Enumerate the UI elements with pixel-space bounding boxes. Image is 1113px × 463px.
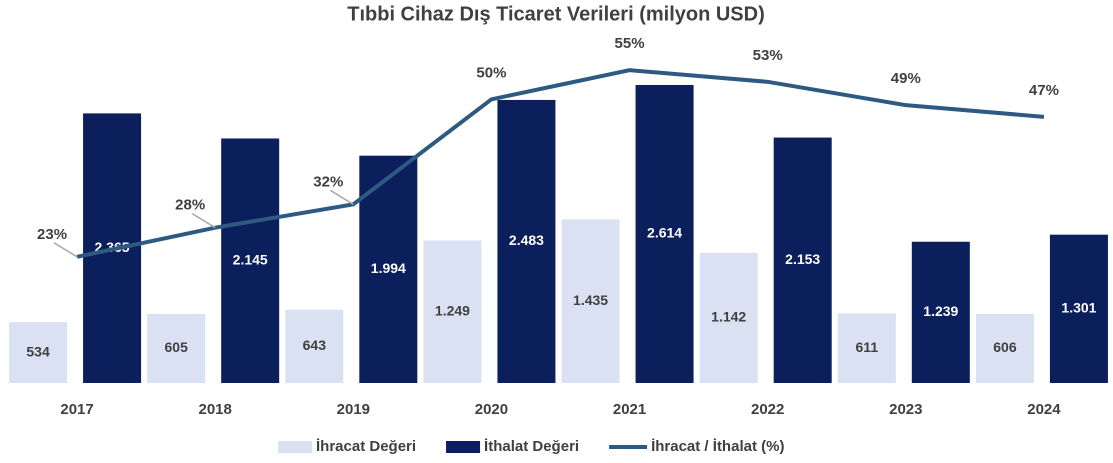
data-label: 49% <box>891 70 921 87</box>
bar <box>561 219 620 383</box>
x-tick-label: 2017 <box>60 401 93 418</box>
x-tick-label: 2022 <box>751 401 784 418</box>
legend-swatch <box>446 441 481 453</box>
data-label: 1.249 <box>435 303 470 319</box>
data-label: 23% <box>37 226 67 243</box>
data-label: 53% <box>753 47 783 64</box>
legend-label: İthalat Değeri <box>484 438 579 455</box>
bar <box>9 322 68 383</box>
x-tick-label: 2024 <box>1027 401 1061 418</box>
leader-line <box>191 213 216 229</box>
bar <box>837 313 896 383</box>
data-label: 534 <box>26 343 50 359</box>
x-tick-label: 2019 <box>337 401 370 418</box>
bar <box>423 240 482 383</box>
data-label: 606 <box>993 339 1017 355</box>
data-label: 50% <box>476 64 506 81</box>
data-label: 2.483 <box>509 232 544 248</box>
data-label: 1.994 <box>371 260 406 276</box>
data-label: 47% <box>1029 82 1059 99</box>
data-label: 2.614 <box>647 225 682 241</box>
leader-line <box>53 242 78 258</box>
bar <box>773 137 832 383</box>
bar <box>635 85 694 383</box>
data-label: 1.435 <box>573 292 608 308</box>
bar <box>975 313 1034 383</box>
data-label: 2.145 <box>233 251 268 267</box>
data-label: 32% <box>313 173 343 190</box>
legend-swatch <box>278 441 312 453</box>
line <box>76 68 1045 259</box>
x-tick-label: 2018 <box>199 401 232 418</box>
data-label: 605 <box>165 339 189 355</box>
legend-label: İhracat Değeri <box>316 438 416 455</box>
bar <box>699 252 758 383</box>
bar <box>1049 234 1108 383</box>
leader-line <box>329 189 354 205</box>
data-label: 1.239 <box>923 303 958 319</box>
data-label: 28% <box>175 197 205 214</box>
legend-label: İhracat / İthalat (%) <box>651 438 784 455</box>
bar <box>285 309 344 383</box>
x-tick-label: 2023 <box>889 401 922 418</box>
data-label: 643 <box>303 337 327 353</box>
bar <box>221 138 280 383</box>
bar <box>497 99 556 384</box>
bar <box>911 241 970 383</box>
data-label: 55% <box>615 35 645 52</box>
x-tick-label: 2021 <box>613 401 646 418</box>
bar <box>147 314 206 383</box>
data-label: 2.153 <box>785 251 820 267</box>
x-tick-label: 2020 <box>475 401 508 418</box>
data-label: 1.301 <box>1061 300 1096 316</box>
data-label: 611 <box>856 339 879 355</box>
data-label: 1.142 <box>711 309 746 325</box>
chart-title: Tıbbi Cihaz Dış Ticaret Verileri (milyon… <box>347 3 765 25</box>
